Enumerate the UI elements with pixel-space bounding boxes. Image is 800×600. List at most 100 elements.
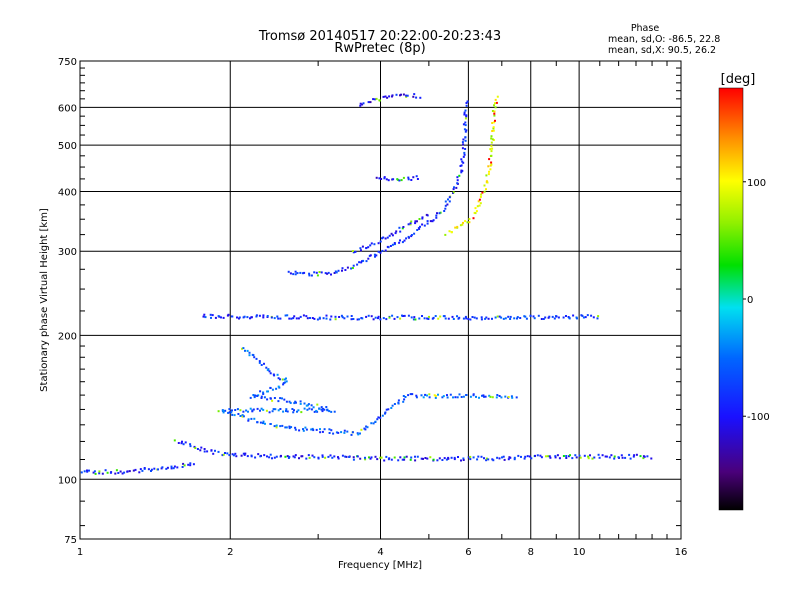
echo-point bbox=[467, 456, 470, 459]
echo-point bbox=[330, 429, 333, 432]
echo-point bbox=[282, 410, 285, 413]
echo-point bbox=[425, 213, 428, 216]
echo-point bbox=[492, 127, 495, 130]
echo-point bbox=[333, 272, 336, 274]
echo-point bbox=[335, 431, 338, 434]
echo-point bbox=[259, 455, 262, 458]
echo-point bbox=[262, 420, 265, 423]
echo-point bbox=[281, 424, 284, 427]
echo-point bbox=[282, 382, 285, 385]
echo-point bbox=[251, 409, 254, 412]
echo-point bbox=[316, 403, 319, 406]
echo-point bbox=[592, 316, 595, 319]
echo-point bbox=[410, 456, 413, 459]
axis-ticks bbox=[80, 61, 681, 539]
echo-point bbox=[524, 455, 527, 458]
echo-point bbox=[593, 456, 596, 459]
echo-point bbox=[452, 188, 455, 191]
echo-point bbox=[380, 456, 383, 459]
echo-point bbox=[539, 454, 542, 457]
echo-point bbox=[214, 449, 216, 452]
echo-point bbox=[243, 453, 246, 456]
echo-point bbox=[412, 318, 415, 321]
echo-point bbox=[491, 138, 494, 141]
echo-point bbox=[308, 407, 311, 410]
echo-point bbox=[492, 126, 495, 129]
echo-point bbox=[367, 314, 370, 317]
echo-point bbox=[337, 457, 340, 460]
echo-point bbox=[424, 393, 427, 396]
echo-point bbox=[457, 456, 459, 458]
echo-point bbox=[377, 250, 380, 253]
echo-point bbox=[536, 454, 539, 457]
echo-point bbox=[483, 190, 486, 193]
echo-point bbox=[252, 394, 255, 396]
echo-point bbox=[350, 315, 353, 317]
echo-point bbox=[327, 271, 330, 274]
echo-point bbox=[180, 442, 183, 445]
echo-point bbox=[643, 455, 646, 458]
echo-point bbox=[472, 217, 475, 220]
echo-point bbox=[247, 419, 250, 422]
echo-point bbox=[374, 255, 376, 258]
echo-point bbox=[271, 388, 274, 391]
echo-point bbox=[510, 395, 513, 398]
echo-point bbox=[515, 396, 518, 399]
echo-point bbox=[279, 317, 282, 320]
echo-point bbox=[385, 178, 388, 181]
y-tick-label: 600 bbox=[58, 103, 77, 114]
echo-point bbox=[475, 317, 478, 320]
echo-point bbox=[222, 316, 225, 319]
echo-point bbox=[379, 240, 382, 243]
echo-point bbox=[253, 356, 256, 359]
echo-point bbox=[466, 100, 469, 103]
echo-point bbox=[134, 468, 137, 471]
echo-point bbox=[303, 271, 306, 274]
echo-point bbox=[405, 94, 408, 97]
echo-point bbox=[378, 177, 381, 180]
echo-point bbox=[310, 274, 313, 277]
echo-point bbox=[415, 96, 418, 99]
echo-point bbox=[523, 457, 526, 460]
echo-point bbox=[285, 408, 288, 411]
echo-point bbox=[444, 233, 447, 236]
echo-point bbox=[534, 454, 536, 457]
echo-point bbox=[258, 361, 261, 364]
echo-point bbox=[326, 409, 329, 412]
echo-point bbox=[383, 459, 386, 462]
echo-point bbox=[485, 188, 487, 191]
echo-point bbox=[352, 318, 355, 320]
echo-point bbox=[309, 317, 311, 319]
echo-point bbox=[289, 272, 292, 275]
echo-point bbox=[193, 445, 196, 448]
echo-point bbox=[412, 95, 415, 98]
echo-point bbox=[451, 315, 454, 318]
echo-point bbox=[461, 147, 464, 150]
echo-point bbox=[448, 196, 451, 199]
echo-point bbox=[421, 216, 424, 219]
echo-point bbox=[360, 428, 363, 431]
echo-point bbox=[444, 207, 447, 210]
echo-point bbox=[463, 111, 466, 114]
x-tick-label: 10 bbox=[573, 547, 586, 558]
echo-point bbox=[476, 205, 479, 208]
echo-point bbox=[294, 273, 297, 276]
echo-point bbox=[410, 316, 413, 319]
echo-point bbox=[650, 457, 653, 460]
echo-point bbox=[323, 408, 326, 411]
echo-point bbox=[383, 176, 386, 179]
echo-point bbox=[401, 241, 404, 244]
echo-point bbox=[157, 468, 159, 471]
echo-point bbox=[461, 141, 464, 144]
echo-point bbox=[312, 429, 315, 432]
echo-point bbox=[403, 456, 406, 459]
chart-title: Tromsø 20140517 20:22:00-20:23:43 bbox=[258, 29, 501, 44]
echo-point bbox=[485, 316, 488, 319]
echo-point bbox=[227, 411, 230, 414]
echo-point bbox=[303, 407, 306, 410]
echo-point bbox=[257, 453, 260, 456]
echo-point bbox=[299, 271, 302, 274]
echo-point bbox=[288, 455, 291, 458]
echo-point bbox=[475, 395, 477, 398]
echo-point bbox=[409, 393, 412, 396]
